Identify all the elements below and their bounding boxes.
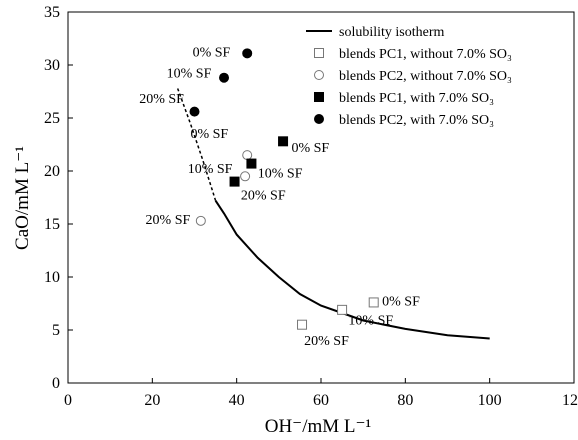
x-tick-label: 60 [313,392,329,409]
series-1-point [368,297,379,308]
isotherm-dashed-line [176,88,217,201]
y-axis-label: CaO/mM L⁻¹ [12,146,33,250]
point-annotation: 0% SF [382,295,420,310]
y-tick-label: 0 [52,375,60,392]
y-tick-label: 10 [44,269,60,286]
x-tick-label: 20 [144,392,160,409]
x-tick-label: 40 [229,392,245,409]
y-axis-ticks: 0 5 10 15 20 25 30 35 [44,4,73,392]
point-annotation: 20% SF [304,334,349,349]
legend-entry-label: blends PC1, without 7.0% SO₃ [339,47,512,62]
point-annotations: 0% SF 10% SF 20% SF 0% SF 10% SF 20% SF 0% SF 1… [139,46,420,349]
point-annotation: 10% SF [348,314,393,329]
y-tick-label: 20 [44,163,60,180]
legend-marker-swatch [314,114,324,124]
series-4-point [219,72,230,83]
point-annotation: 10% SF [188,162,233,177]
plot-frame [67,11,575,384]
y-tick-label: 15 [44,216,60,233]
y-tick-label: 5 [52,322,60,339]
legend-marker-swatch [314,48,324,58]
x-tick-label: 100 [478,392,502,409]
legend-marker-swatch [314,92,324,102]
legend-entry-label: blends PC2, without 7.0% SO₃ [339,69,512,84]
legend: solubility isotherm blends PC1, without 7… [306,25,512,128]
y-tick-label: 35 [44,4,60,21]
series-1-point [337,304,348,315]
legend-entry-label: blends PC1, with 7.0% SO₃ [339,91,494,106]
series-3-point [229,176,240,187]
series-3-point [246,158,257,169]
point-annotation: 20% SF [139,92,184,107]
series-4-point [242,48,253,59]
point-annotation: 0% SF [193,46,231,61]
point-annotation: 0% SF [291,141,329,156]
solubility-isotherm-curve [176,88,490,340]
point-annotation: 10% SF [258,166,303,181]
data-markers [189,48,379,330]
x-tick-label: 0 [64,392,72,409]
legend-entry-label: blends PC2, with 7.0% SO₃ [339,113,494,128]
series-2-point [195,215,206,226]
legend-marker-swatch [314,70,324,80]
legend-entry-label: solubility isotherm [339,25,445,40]
series-4-point [189,106,200,117]
series-3-point [278,136,289,147]
y-tick-label: 25 [44,110,60,127]
x-tick-label: 80 [397,392,413,409]
plot-area-border [67,11,575,384]
series-1-point [297,319,308,330]
x-axis-label: OH⁻/mM L⁻¹ [265,416,372,437]
isotherm-solid-line [214,200,490,340]
y-tick-label: 30 [44,57,60,74]
x-tick-label: 120 [562,392,578,409]
point-annotation: 20% SF [146,213,191,228]
point-annotation: 0% SF [190,127,228,142]
x-axis-ticks: 0 20 40 60 80 100 120 [64,378,578,409]
series-2-point [242,150,253,161]
series-2-point [240,171,251,182]
point-annotation: 20% SF [241,189,286,204]
point-annotation: 10% SF [167,67,212,82]
